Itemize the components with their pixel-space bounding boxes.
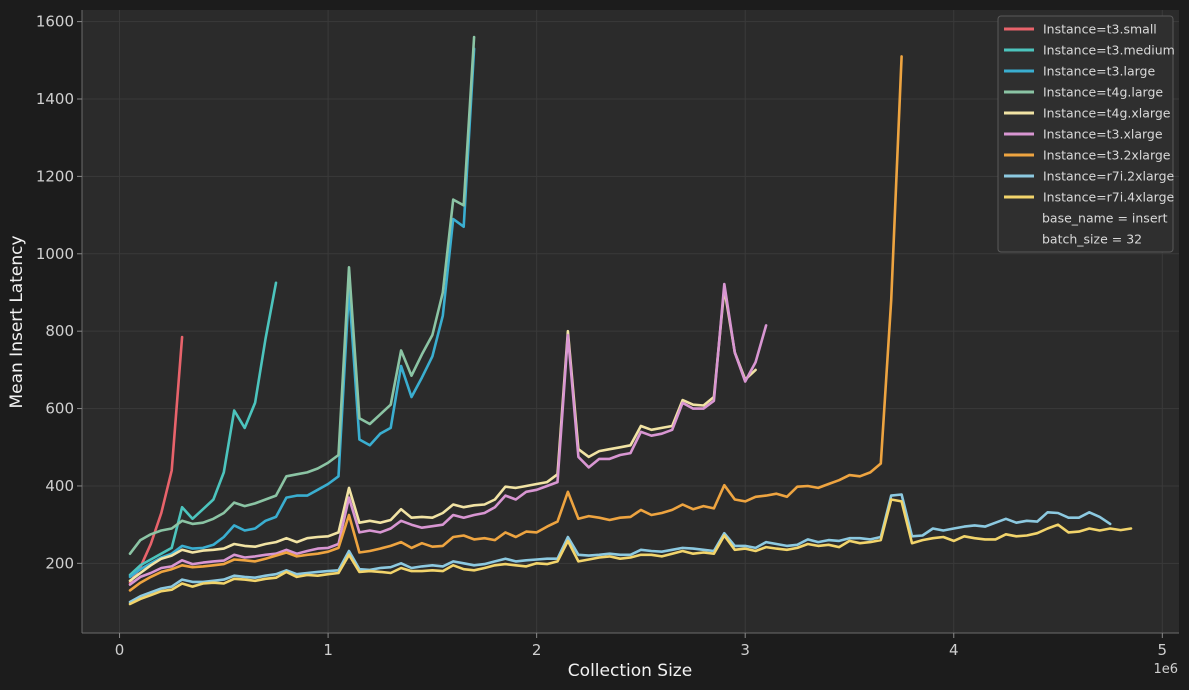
legend-label-r7i-4xlarge: Instance=r7i.4xlarge [1043, 190, 1175, 205]
x-tick-label: 1 [323, 641, 333, 659]
series-line-t4g-large [128, 35, 476, 556]
legend-label-t4g-xlarge: Instance=t4g.xlarge [1043, 106, 1171, 121]
axes [81, 10, 1179, 634]
legend-note: batch_size = 32 [1042, 232, 1142, 247]
y-tick-label: 400 [45, 477, 74, 495]
x-axis-offset-label: 1e6 [1153, 662, 1178, 677]
legend: Instance=t3.small Instance=t3.medium Insta… [997, 15, 1175, 253]
y-tick-label: 1200 [36, 167, 74, 185]
legend-label-t3-2xlarge: Instance=t3.2xlarge [1043, 148, 1171, 163]
legend-label-t3-medium: Instance=t3.medium [1043, 43, 1175, 58]
y-tick-label: 800 [45, 322, 74, 340]
series-line-r7i-4xlarge [128, 498, 1133, 606]
y-ticks: 200 400 600 800 1000 1200 1400 1600 [36, 13, 82, 572]
series-line-t3-2xlarge [128, 55, 903, 592]
x-axis-label: Collection Size [568, 661, 692, 681]
series-line-t4g-xlarge [128, 287, 757, 583]
legend-label-t3-large: Instance=t3.large [1043, 64, 1155, 79]
legend-label-t4g-large: Instance=t4g.large [1043, 85, 1163, 100]
x-tick-label: 3 [740, 641, 750, 659]
y-tick-label: 200 [45, 554, 74, 572]
y-tick-label: 1600 [36, 13, 74, 31]
legend-note: base_name = insert [1042, 211, 1168, 226]
x-tick-label: 2 [532, 641, 542, 659]
legend-items: Instance=t3.small Instance=t3.medium Insta… [1004, 22, 1175, 247]
plot-area [82, 10, 1179, 633]
legend-label-r7i-2xlarge: Instance=r7i.2xlarge [1043, 169, 1175, 184]
series-line-t3-medium [128, 281, 278, 577]
legend-box [997, 15, 1174, 253]
x-tick-label: 4 [949, 641, 959, 659]
x-tick-label: 0 [115, 641, 125, 659]
y-tick-label: 1400 [36, 90, 74, 108]
legend-label-t3-small: Instance=t3.small [1043, 22, 1157, 37]
series-line-r7i-2xlarge [128, 493, 1112, 604]
series-line-t3-large [128, 47, 476, 579]
series-line-t3-xlarge [128, 282, 768, 586]
x-tick-label: 5 [1158, 641, 1168, 659]
y-tick-label: 600 [45, 400, 74, 418]
y-tick-label: 1000 [36, 245, 74, 263]
x-ticks: 0 1 2 3 4 5 [115, 633, 1167, 659]
y-axis-label: Mean Insert Latency [7, 235, 27, 408]
legend-label-t3-xlarge: Instance=t3.xlarge [1043, 127, 1163, 142]
series-layer [128, 35, 1133, 606]
